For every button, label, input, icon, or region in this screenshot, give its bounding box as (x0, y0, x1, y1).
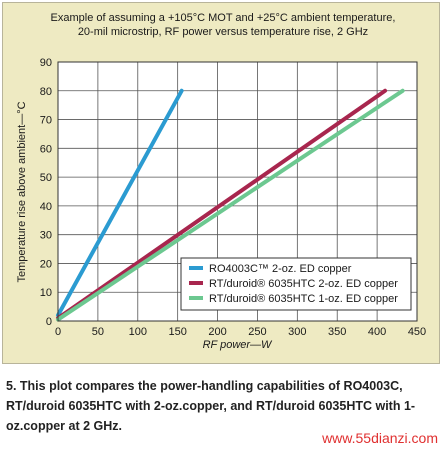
y-tick-label: 60 (40, 143, 52, 155)
figure-caption: 5. This plot compares the power-handling… (6, 379, 416, 433)
y-tick-label: 0 (46, 316, 52, 328)
series-line-3 (56, 88, 405, 322)
y-tick-label: 30 (40, 230, 52, 242)
y-tick-label: 80 (40, 86, 52, 98)
legend-box (180, 257, 412, 311)
y-tick-label: 40 (40, 201, 52, 213)
legend-label-1: RO4003C™ 2-oz. ED copper (209, 263, 352, 275)
y-tick-label: 50 (40, 172, 52, 184)
x-tick-label: 350 (328, 326, 346, 338)
x-tick-label: 450 (408, 326, 426, 338)
y-tick-label: 10 (40, 287, 52, 299)
legend: RO4003C™ 2-oz. ED copper RT/duroid® 6035H… (180, 257, 412, 311)
legend-label-3: RT/duroid® 6035HTC 1-oz. ED copper (209, 293, 398, 305)
series-line-2 (56, 88, 388, 321)
x-tick-label: 50 (92, 326, 104, 338)
series-lines (56, 88, 405, 322)
x-tick-label: 400 (368, 326, 386, 338)
x-tick-label: 150 (168, 326, 186, 338)
y-tick-label: 90 (40, 57, 52, 69)
figure-panel: Example of assuming a +105°C MOT and +25… (2, 2, 440, 364)
chart-plot: 0 50 100 150 200 250 300 350 400 450 0 10 20 30 40 50 60… (16, 57, 426, 351)
watermark: www.55dianzi.com (322, 430, 438, 446)
y-tick-label: 20 (40, 258, 52, 270)
x-tick-label: 200 (208, 326, 226, 338)
legend-label-2: RT/duroid® 6035HTC 2-oz. ED copper (209, 278, 398, 290)
tick-labels: 0 50 100 150 200 250 300 350 400 450 0 10 20 30 40 50 60… (40, 57, 426, 338)
chart-subtitle: 20-mil microstrip, RF power versus tempe… (77, 26, 369, 38)
x-tick-label: 100 (129, 326, 147, 338)
series-line-1 (56, 88, 184, 318)
chart-title-line-1: Example of assuming a +105°C MOT and +25… (50, 12, 396, 24)
x-tick-label: 300 (288, 326, 306, 338)
plot-frame (57, 61, 418, 322)
x-tick-label: 250 (248, 326, 266, 338)
chart-title: Example of assuming a +105°C MOT and +25… (11, 11, 435, 39)
x-axis-label: RF power—W (203, 339, 273, 351)
y-axis-label: Temperature rise above ambient—°C (16, 101, 28, 282)
x-tick-label: 0 (55, 326, 61, 338)
y-tick-label: 70 (40, 115, 52, 127)
